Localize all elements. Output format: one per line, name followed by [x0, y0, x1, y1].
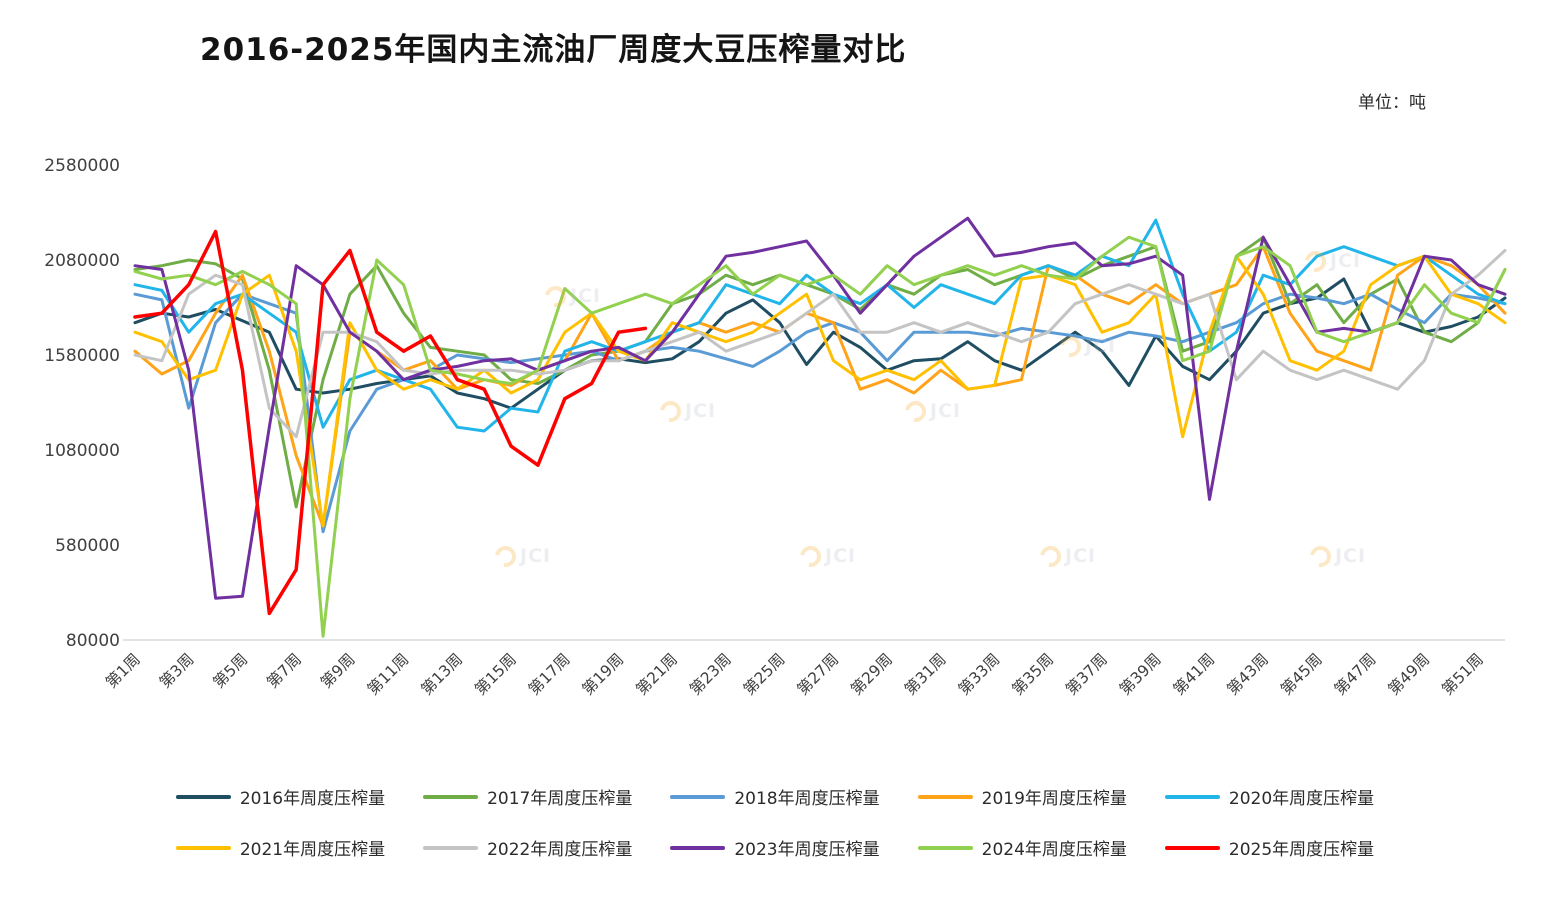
x-axis-tick: 第41周 [1170, 650, 1219, 699]
x-axis-tick: 第1周 [102, 650, 144, 692]
series-line-2024 [133, 235, 1507, 638]
x-axis-tick: 第9周 [317, 650, 359, 692]
legend-item-2021: 2021年周度压榨量 [175, 835, 386, 860]
x-axis-tick: 第25周 [740, 650, 789, 699]
x-axis-tick: 第39周 [1116, 650, 1165, 699]
x-axis-tick: 第11周 [364, 650, 413, 699]
legend-swatch [175, 845, 231, 850]
x-axis-tick: 第27周 [794, 650, 843, 699]
legend-item-2016: 2016年周度压榨量 [175, 784, 386, 809]
legend-label: 2016年周度压榨量 [239, 789, 386, 809]
chart-title: 2016-2025年国内主流油厂周度大豆压榨量对比 [200, 32, 907, 68]
legend-swatch [1164, 845, 1220, 850]
x-axis-tick: 第33周 [955, 650, 1004, 699]
legend-label: 2017年周度压榨量 [487, 789, 633, 809]
legend-item-2017: 2017年周度压榨量 [423, 784, 632, 809]
legend-item-2024: 2024年周度压榨量 [917, 835, 1127, 860]
legend-swatch [423, 845, 479, 850]
x-axis-tick: 第31周 [901, 650, 950, 699]
legend-item-2020: 2020年周度压榨量 [1164, 784, 1375, 809]
x-axis-tick: 第19周 [579, 650, 628, 699]
legend-swatch [423, 794, 479, 799]
legend-swatch [670, 845, 726, 850]
x-axis-tick: 第5周 [210, 650, 252, 692]
series-line-2017 [133, 235, 1507, 509]
x-axis-tick: 第35周 [1009, 650, 1058, 699]
y-axis-tick: 1080000 [44, 441, 120, 461]
series-line-2023 [133, 216, 1507, 600]
x-axis-tick: 第7周 [263, 650, 305, 692]
legend-label: 2021年周度压榨量 [239, 840, 386, 860]
x-axis-tick: 第23周 [686, 650, 735, 699]
legend-label: 2018年周度压榨量 [734, 789, 880, 809]
unit-label: 单位：吨 [1358, 93, 1426, 113]
legend-label: 2020年周度压榨量 [1228, 789, 1375, 809]
x-axis-tick: 第43周 [1223, 650, 1272, 699]
legend-label: 2019年周度压榨量 [981, 789, 1127, 809]
legend-label: 2024年周度压榨量 [981, 840, 1127, 860]
legend-item-2022: 2022年周度压榨量 [423, 835, 632, 860]
x-axis-tick: 第3周 [156, 650, 198, 692]
y-axis-tick: 2580000 [44, 156, 120, 176]
y-axis-tick: 1580000 [44, 346, 120, 366]
series-line-2021 [133, 254, 1507, 528]
x-axis-tick: 第49周 [1385, 650, 1434, 699]
line-chart: 258000020800001580000108000058000080000第… [44, 156, 1507, 699]
y-axis-tick: 580000 [55, 536, 120, 556]
x-axis-tick: 第17周 [525, 650, 574, 699]
x-axis-tick: 第13周 [418, 650, 467, 699]
legend-swatch [917, 845, 973, 850]
y-axis-tick: 2080000 [44, 251, 120, 271]
x-axis-tick: 第45周 [1277, 650, 1326, 699]
legend-label: 2022年周度压榨量 [487, 840, 633, 860]
x-axis-tick: 第21周 [632, 650, 681, 699]
series-line-2016 [133, 277, 1507, 410]
x-axis-tick: 第51周 [1438, 650, 1487, 699]
series-line-2025 [133, 229, 648, 616]
legend-item-2018: 2018年周度压榨量 [670, 784, 880, 809]
legend-label: 2023年周度压榨量 [734, 840, 880, 860]
legend-item-2025: 2025年周度压榨量 [1164, 835, 1375, 860]
y-axis-tick: 80000 [66, 631, 120, 651]
legend-item-2023: 2023年周度压榨量 [670, 835, 880, 860]
series-line-2020 [133, 218, 1507, 433]
x-axis-tick: 第15周 [471, 650, 520, 699]
legend-item-2019: 2019年周度压榨量 [917, 784, 1127, 809]
x-axis-tick: 第37周 [1062, 650, 1111, 699]
chart-legend: 2016年周度压榨量 2017年周度压榨量 2018年周度压榨量 2019年周度压榨量… [75, 784, 1475, 860]
legend-swatch [670, 794, 726, 799]
x-axis-tick: 第47周 [1331, 650, 1380, 699]
legend-swatch [917, 794, 973, 799]
x-axis-tick: 第29周 [847, 650, 896, 699]
legend-label: 2025年周度压榨量 [1228, 840, 1375, 860]
legend-swatch [175, 794, 231, 799]
legend-swatch [1164, 794, 1220, 799]
